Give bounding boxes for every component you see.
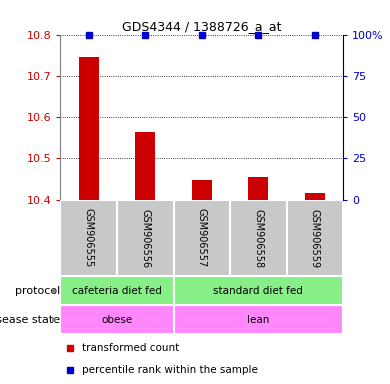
Bar (248, 177, 268, 200)
FancyBboxPatch shape (60, 276, 174, 305)
Text: GSM906558: GSM906558 (254, 209, 263, 268)
FancyBboxPatch shape (60, 200, 117, 276)
Text: GSM906556: GSM906556 (140, 209, 150, 268)
Text: standard diet fed: standard diet fed (213, 286, 303, 296)
FancyBboxPatch shape (174, 200, 230, 276)
FancyBboxPatch shape (117, 200, 174, 276)
Bar (135, 132, 155, 200)
Text: disease state: disease state (0, 314, 60, 325)
FancyBboxPatch shape (230, 200, 287, 276)
Bar (192, 180, 212, 200)
Text: obese: obese (101, 314, 133, 325)
FancyBboxPatch shape (174, 305, 343, 334)
Title: GDS4344 / 1388726_a_at: GDS4344 / 1388726_a_at (122, 20, 282, 33)
FancyBboxPatch shape (287, 200, 343, 276)
Text: percentile rank within the sample: percentile rank within the sample (82, 365, 258, 375)
Bar (305, 194, 325, 200)
FancyBboxPatch shape (60, 305, 174, 334)
Text: cafeteria diet fed: cafeteria diet fed (72, 286, 162, 296)
Text: transformed count: transformed count (82, 343, 179, 353)
Text: lean: lean (247, 314, 269, 325)
FancyBboxPatch shape (174, 276, 343, 305)
Bar (79, 57, 99, 200)
Text: GSM906555: GSM906555 (84, 209, 94, 268)
Text: GSM906557: GSM906557 (197, 209, 207, 268)
Text: protocol: protocol (15, 286, 60, 296)
Text: GSM906559: GSM906559 (310, 209, 320, 268)
